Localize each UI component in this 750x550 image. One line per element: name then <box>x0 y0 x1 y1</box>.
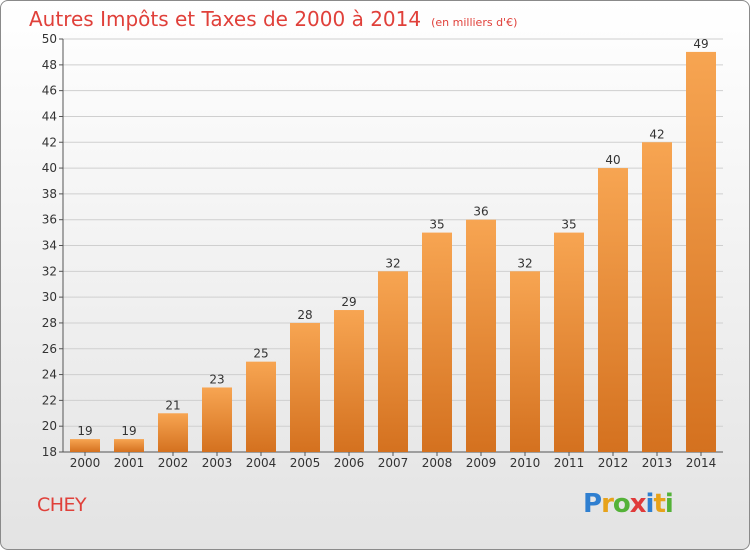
x-tick-label: 2014 <box>686 456 717 470</box>
bar <box>466 219 496 452</box>
x-tick-label: 2000 <box>70 456 101 470</box>
x-tick-label: 2010 <box>510 456 541 470</box>
bar <box>114 439 144 452</box>
bar <box>202 387 232 452</box>
logo-letter: i <box>664 489 674 519</box>
y-tick-label: 38 <box>42 187 57 201</box>
bar <box>510 271 540 452</box>
x-tick-label: 2009 <box>466 456 497 470</box>
data-label: 40 <box>605 153 620 167</box>
y-tick-label: 22 <box>42 393 57 407</box>
bar <box>334 310 364 452</box>
logo-letter: P <box>583 489 602 519</box>
logo-letter: i <box>645 489 655 519</box>
y-tick-label: 36 <box>42 213 57 227</box>
x-tick-label: 2003 <box>202 456 233 470</box>
x-tick-label: 2007 <box>378 456 409 470</box>
y-tick-label: 42 <box>42 135 57 149</box>
x-tick-label: 2005 <box>290 456 321 470</box>
bar <box>158 413 188 452</box>
bar <box>70 439 100 452</box>
data-label: 49 <box>693 37 708 51</box>
data-label: 28 <box>297 308 312 322</box>
bar <box>246 361 276 452</box>
y-tick-label: 48 <box>42 58 57 72</box>
x-tick-label: 2012 <box>598 456 629 470</box>
logo-letter: o <box>612 489 631 519</box>
y-tick-label: 50 <box>42 32 57 46</box>
data-label: 23 <box>209 372 224 386</box>
y-tick-label: 18 <box>42 445 57 459</box>
data-label: 42 <box>649 127 664 141</box>
data-label: 21 <box>165 398 180 412</box>
bar <box>598 168 628 452</box>
title-row: Autres Impôts et Taxes de 2000 à 2014 (en… <box>29 7 517 31</box>
y-tick-label: 28 <box>42 316 57 330</box>
labels: 18 20 22 24 26 28 30 32 34 36 38 40 42 44 46 48 50 2000 19… <box>42 32 717 470</box>
y-tick-label: 30 <box>42 290 57 304</box>
data-label: 35 <box>429 218 444 232</box>
y-tick-label: 24 <box>42 368 57 382</box>
data-label: 35 <box>561 218 576 232</box>
proxiti-logo: Proxiti <box>583 489 674 519</box>
bar <box>686 51 716 452</box>
y-tick-label: 40 <box>42 161 57 175</box>
y-tick-label: 34 <box>42 239 57 253</box>
y-tick-label: 32 <box>42 264 57 278</box>
y-tick-label: 46 <box>42 84 57 98</box>
x-tick-label: 2013 <box>642 456 673 470</box>
x-tick-label: 2001 <box>114 456 145 470</box>
bar <box>554 232 584 452</box>
y-tick-label: 44 <box>42 109 57 123</box>
logo-letter: t <box>653 489 665 519</box>
x-tick-label: 2008 <box>422 456 453 470</box>
chart-unit: (en milliers d'€) <box>431 16 518 29</box>
logo-letter: r <box>601 489 614 519</box>
data-label: 32 <box>385 256 400 270</box>
data-label: 25 <box>253 347 268 361</box>
data-label: 19 <box>121 424 136 438</box>
x-tick-label: 2004 <box>246 456 277 470</box>
bar <box>290 322 320 452</box>
y-tick-label: 26 <box>42 342 57 356</box>
y-tick-label: 20 <box>42 419 57 433</box>
data-label: 32 <box>517 256 532 270</box>
data-label: 36 <box>473 205 488 219</box>
x-tick-label: 2011 <box>554 456 585 470</box>
logo-letter: x <box>629 489 647 519</box>
chart-title: Autres Impôts et Taxes de 2000 à 2014 <box>29 7 422 31</box>
bar <box>378 271 408 452</box>
data-label: 29 <box>341 295 356 309</box>
x-tick-label: 2002 <box>158 456 189 470</box>
x-tick-label: 2006 <box>334 456 365 470</box>
bar <box>422 232 452 452</box>
bar <box>642 142 672 452</box>
bars <box>70 51 716 452</box>
commune-name: CHEY <box>37 494 87 516</box>
data-label: 19 <box>77 424 92 438</box>
